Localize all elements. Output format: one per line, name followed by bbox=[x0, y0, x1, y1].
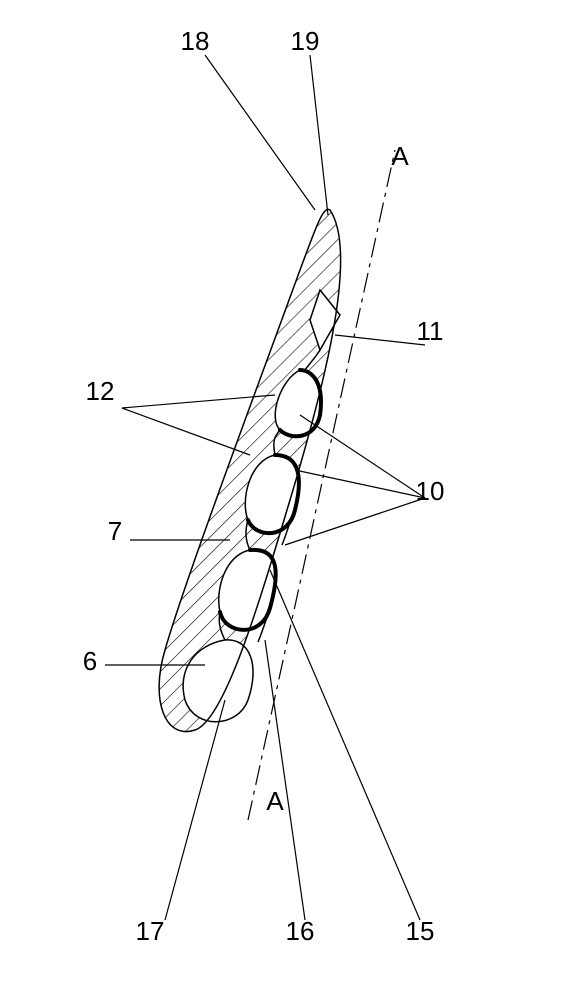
label-L17: 17 bbox=[136, 916, 165, 946]
leader-L18 bbox=[205, 55, 315, 210]
label-L19: 19 bbox=[291, 26, 320, 56]
label-L12: 12 bbox=[86, 376, 115, 406]
leader-L11 bbox=[335, 335, 425, 345]
label-A_top: A bbox=[391, 141, 409, 171]
leader-L10a bbox=[300, 415, 425, 498]
leader-L15 bbox=[270, 570, 420, 920]
leader-L16 bbox=[265, 640, 305, 920]
leader-L19 bbox=[310, 55, 328, 215]
label-L10: 10 bbox=[416, 476, 445, 506]
label-L16: 16 bbox=[286, 916, 315, 946]
leader-L17 bbox=[165, 700, 225, 920]
leader-L12a bbox=[122, 408, 250, 455]
leader-L10c bbox=[285, 498, 425, 545]
label-L18: 18 bbox=[181, 26, 210, 56]
label-A_bottom: A bbox=[266, 786, 284, 816]
leader-L10b bbox=[295, 470, 425, 498]
label-L15: 15 bbox=[406, 916, 435, 946]
label-L6: 6 bbox=[83, 646, 97, 676]
label-L7: 7 bbox=[108, 516, 122, 546]
label-L11: 11 bbox=[417, 316, 444, 346]
